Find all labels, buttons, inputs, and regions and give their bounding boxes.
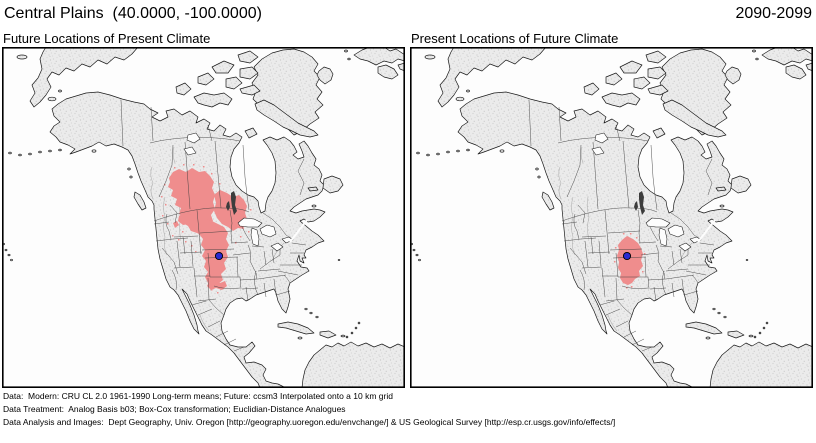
right-map-subtitle: Present Locations of Future Climate (411, 31, 619, 46)
map-present-locations (410, 47, 813, 388)
left-map-subtitle: Future Locations of Present Climate (3, 31, 211, 46)
map-future-locations (2, 47, 405, 388)
target-marker-right (622, 251, 632, 261)
north-america-basemap-right (410, 47, 813, 388)
caption-data-treatment: Data Treatment: Analog Basis b03; Box-Co… (3, 404, 346, 414)
target-marker-left (214, 251, 224, 261)
period-label: 2090-2099 (735, 5, 812, 22)
page-title: Central Plains (40.0000, -100.0000) (4, 5, 262, 22)
caption-data-sources: Data: Modern: CRU CL 2.0 1961-1990 Long-… (3, 391, 393, 401)
caption-credits: Data Analysis and Images: Dept Geography… (3, 417, 616, 427)
